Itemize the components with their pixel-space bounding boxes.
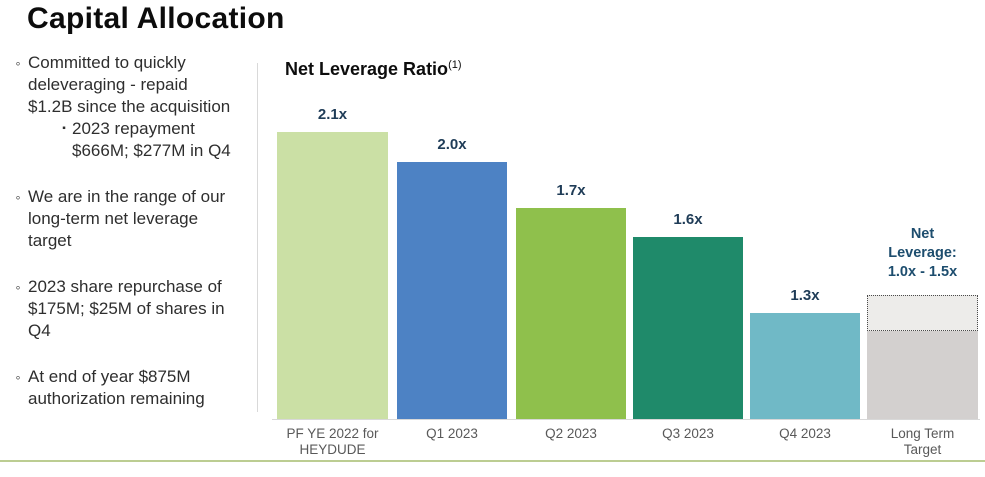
bullet-marker: ◦	[15, 369, 21, 385]
bar-value-label: 1.3x	[790, 287, 820, 304]
bullet-group: ◦ 2023 share repurchase of $175M; $25M of…	[8, 276, 254, 342]
vertical-divider	[257, 63, 258, 412]
bullet-text: Committed to quickly deleveraging - repa…	[28, 53, 231, 116]
bar-category-label: Q2 2023	[545, 426, 597, 441]
slide-bottom-rule	[0, 460, 985, 462]
bullet-marker: ◦	[15, 55, 21, 71]
bullet-marker: ◦	[15, 279, 21, 295]
bullet-group: ◦ We are in the range of our long-term ne…	[8, 186, 254, 252]
bar-pf-ye-2022-for-heydude	[277, 132, 388, 419]
bar-q1-2023	[397, 162, 507, 419]
bullet-text: 2023 share repurchase of $175M; $25M of …	[28, 277, 225, 340]
target-annotation-line: 1.0x - 1.5x	[887, 264, 958, 280]
bar-q2-2023	[516, 208, 626, 419]
bullet-item: ◦ At end of year $875M authorization rema…	[8, 366, 254, 410]
bar-value-label: 1.6x	[673, 211, 703, 228]
sub-bullet-marker: ▪	[62, 123, 66, 134]
target-range-dotted-box	[867, 295, 978, 331]
bar-category-label: Q4 2023	[779, 426, 831, 441]
target-annotation-line: Net	[910, 226, 935, 242]
bar-value-label: 2.1x	[317, 106, 348, 123]
bar-category-label: PF YE 2022 for HEYDUDE	[286, 426, 379, 457]
chart-footnote-marker: (1)	[448, 59, 462, 71]
bullet-item: ◦ We are in the range of our long-term ne…	[8, 186, 254, 252]
bullet-group: ◦ Committed to quickly deleveraging - rep…	[8, 52, 254, 162]
target-annotation-line: Leverage:	[888, 245, 957, 261]
bullet-list: ◦ Committed to quickly deleveraging - rep…	[8, 52, 254, 434]
bar-category-label: Q3 2023	[662, 426, 714, 441]
bullet-text: At end of year $875M authorization remai…	[28, 367, 205, 408]
chart-title: Net Leverage Ratio(1)	[285, 59, 462, 80]
page-title: Capital Allocation	[27, 2, 285, 35]
sub-bullet-text: 2023 repayment $666M; $277M in Q4	[72, 119, 231, 160]
x-axis-baseline	[272, 419, 980, 420]
target-annotation: Net Leverage: 1.0x - 1.5x	[843, 225, 985, 282]
bar-q4-2023	[750, 313, 860, 419]
bar-category-label: Long Term Target	[890, 426, 955, 457]
chart-title-text: Net Leverage Ratio	[285, 59, 449, 79]
target-bar-long-term-target	[867, 331, 978, 419]
bar-value-label: 2.0x	[437, 136, 467, 153]
bullet-item: ◦ 2023 share repurchase of $175M; $25M of…	[8, 276, 254, 342]
bullet-item: ◦ Committed to quickly deleveraging - rep…	[8, 52, 254, 118]
bar-value-label: 1.7x	[556, 182, 586, 199]
bullet-text: We are in the range of our long-term net…	[28, 187, 226, 250]
sub-bullet-item: ▪ 2023 repayment $666M; $277M in Q4	[56, 118, 254, 162]
bullet-group: ◦ At end of year $875M authorization rema…	[8, 366, 254, 410]
bar-q3-2023	[633, 237, 743, 419]
bar-category-label: Q1 2023	[426, 426, 478, 441]
bullet-marker: ◦	[15, 189, 21, 205]
